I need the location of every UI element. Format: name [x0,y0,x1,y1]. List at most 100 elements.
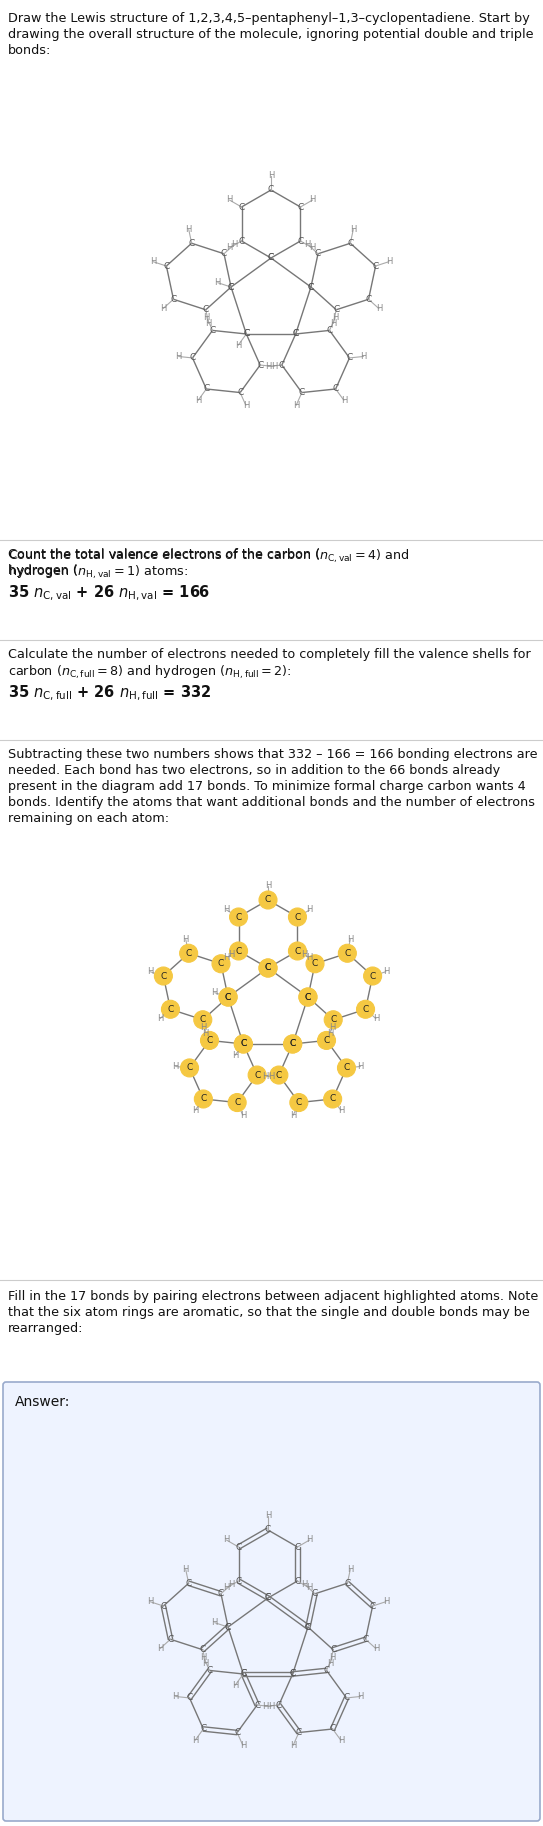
Text: C: C [188,239,195,248]
Circle shape [161,1001,179,1019]
Text: H: H [357,1063,364,1072]
Text: C: C [265,964,271,973]
Text: H: H [306,906,313,915]
Text: H: H [232,1050,238,1059]
Text: H: H [383,968,389,977]
Text: C: C [289,1669,296,1678]
Text: hydrogen (: hydrogen ( [8,564,78,577]
Text: H: H [182,935,189,944]
Text: C: C [308,283,314,292]
Text: H: H [231,239,238,248]
Text: C: C [200,1094,206,1103]
Text: H: H [212,988,218,997]
Text: C: C [308,283,314,292]
Text: C: C [240,1039,247,1048]
Circle shape [212,955,230,973]
Text: H: H [182,1565,189,1574]
Circle shape [230,942,248,960]
Text: C: C [332,385,339,393]
Text: C: C [186,950,192,959]
Text: C: C [243,329,249,338]
Text: C: C [312,1589,318,1598]
Text: C: C [236,1576,242,1585]
Text: H: H [223,1536,230,1545]
Circle shape [299,988,317,1006]
Text: H: H [228,1579,235,1589]
Text: C: C [206,1665,213,1674]
Text: H: H [265,362,271,371]
Text: carbon ($n_{\mathrm{C,full}} = 8$) and hydrogen ($n_{\mathrm{H,full}} = 2$):: carbon ($n_{\mathrm{C,full}} = 8$) and h… [8,665,292,681]
Text: C: C [324,1665,330,1674]
Circle shape [270,1066,288,1085]
Text: C: C [265,1594,271,1603]
Text: Fill in the 17 bonds by pairing electrons between adjacent highlighted atoms. No: Fill in the 17 bonds by pairing electron… [8,1289,538,1304]
Text: 35 $n_{\mathrm{C,full}}$ + 26 $n_{\mathrm{H,full}}$ = 332: 35 $n_{\mathrm{C,full}}$ + 26 $n_{\mathr… [8,685,211,703]
Text: C: C [298,203,304,212]
Circle shape [338,944,356,962]
Text: H: H [226,243,232,252]
FancyBboxPatch shape [3,1382,540,1821]
Text: C: C [236,913,242,922]
Text: C: C [343,1693,350,1702]
Text: H: H [262,1072,268,1081]
Text: C: C [343,1063,350,1072]
Text: H: H [228,950,235,959]
Text: C: C [228,283,234,292]
Circle shape [324,1012,342,1028]
Text: H: H [327,1030,333,1037]
Text: Draw the Lewis structure of 1,2,3,4,5–pentaphenyl–1,3–cyclopentadiene. Start by: Draw the Lewis structure of 1,2,3,4,5–pe… [8,13,530,26]
Text: bonds:: bonds: [8,44,52,57]
Text: C: C [296,1727,302,1737]
Circle shape [219,988,237,1006]
Text: H: H [239,1740,246,1749]
Text: C: C [268,254,274,263]
Text: H: H [223,906,230,915]
Text: C: C [254,1070,260,1079]
Text: C: C [265,895,271,904]
Text: C: C [225,1623,231,1631]
Text: C: C [171,294,176,303]
Text: C: C [265,964,271,973]
Text: H: H [192,1737,198,1746]
Text: C: C [362,1004,369,1013]
Text: H: H [293,402,299,409]
Text: C: C [163,261,169,270]
Text: C: C [225,993,231,1001]
Text: C: C [293,329,299,338]
Text: C: C [294,946,301,955]
Text: Subtracting these two numbers shows that 332 – 166 = 166 bonding electrons are: Subtracting these two numbers shows that… [8,749,538,761]
Text: C: C [330,1094,336,1103]
Text: H: H [268,1072,274,1081]
Text: C: C [243,329,249,338]
Circle shape [283,1035,302,1054]
Circle shape [364,968,382,984]
Text: H: H [330,320,337,329]
Text: C: C [346,354,352,362]
Text: H: H [360,352,367,362]
Text: C: C [294,1576,301,1585]
Text: C: C [206,1035,213,1044]
Text: C: C [289,1039,296,1048]
Circle shape [338,1059,356,1077]
Text: H: H [329,1023,336,1032]
Text: H: H [329,1653,336,1662]
Text: C: C [218,959,224,968]
Circle shape [259,891,277,909]
Text: H: H [200,1653,207,1662]
Circle shape [200,1032,218,1050]
Text: C: C [298,237,304,245]
Text: H: H [301,1579,308,1589]
Text: H: H [239,1110,246,1119]
Text: C: C [236,1543,242,1552]
Text: H: H [223,953,230,962]
Text: C: C [305,993,311,1001]
Text: H: H [347,935,353,944]
Text: C: C [186,1579,192,1589]
Text: H: H [332,312,338,321]
Text: C: C [234,1097,241,1107]
Text: C: C [203,385,210,393]
Text: C: C [330,1645,336,1654]
Text: C: C [347,239,353,248]
Circle shape [306,955,324,973]
Text: H: H [306,1583,313,1592]
